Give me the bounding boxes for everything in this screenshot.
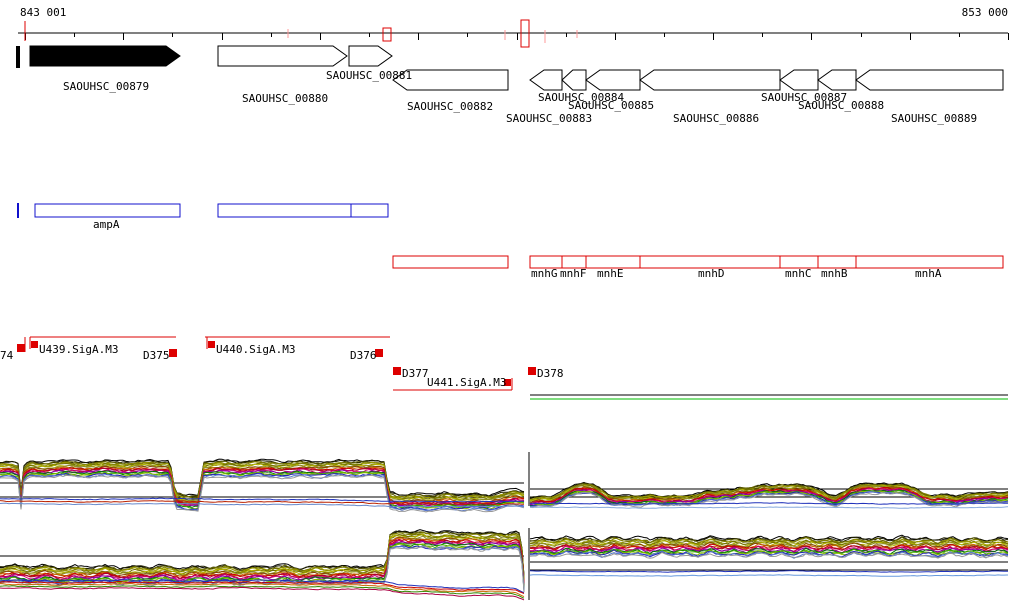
expression-trace (0, 583, 525, 598)
ruler-feature-box[interactable] (520, 19, 530, 48)
expression-trace (0, 533, 525, 580)
expression-trace (529, 538, 1009, 546)
expression-trace (0, 462, 525, 501)
expression-trace (0, 473, 525, 512)
expression-trace (529, 506, 1008, 509)
tu-start-flag-icon[interactable] (208, 341, 215, 348)
gene-arrow[interactable] (585, 69, 641, 91)
tu-start-flag-icon[interactable] (504, 379, 511, 386)
expression-trace (529, 535, 1009, 544)
gene-arrow[interactable] (639, 69, 781, 91)
gene-arrow[interactable] (217, 45, 348, 67)
red-feature-box[interactable] (529, 255, 563, 269)
expression-trace (0, 585, 525, 599)
expression-trace (0, 474, 525, 513)
red-feature-box[interactable] (639, 255, 781, 269)
gene-arrow[interactable] (779, 69, 819, 91)
gene-arrow[interactable] (29, 45, 181, 67)
expression-trace (529, 574, 1008, 577)
expression-trace (0, 502, 524, 508)
expression-trace (0, 587, 525, 601)
gene-arrow[interactable] (855, 69, 1004, 91)
red-feature-box[interactable] (392, 255, 509, 269)
expression-trace (529, 541, 1009, 550)
expression-trace (0, 497, 524, 503)
red-feature-box[interactable] (817, 255, 857, 269)
ruler-feature-box[interactable] (382, 27, 392, 42)
tu-terminator-icon[interactable] (393, 367, 401, 375)
expression-trace (0, 535, 525, 582)
blue-feature-box[interactable] (350, 203, 389, 218)
expression-trace (529, 543, 1009, 551)
tu-terminator-icon[interactable] (528, 367, 536, 375)
red-feature-box[interactable] (779, 255, 819, 269)
expression-trace (0, 579, 525, 594)
expression-trace (529, 549, 1009, 558)
blue-feature-box[interactable] (34, 203, 181, 218)
expression-trace (0, 464, 525, 502)
expression-trace (529, 484, 1009, 502)
tu-terminator-icon[interactable] (169, 349, 177, 357)
gene-arrow[interactable] (348, 45, 393, 67)
gene-arrow[interactable] (817, 69, 857, 91)
gene-arrow[interactable] (529, 69, 563, 91)
expression-trace (0, 459, 525, 498)
red-feature-box[interactable] (855, 255, 1004, 269)
expression-trace (0, 580, 525, 595)
gene-arrow[interactable] (392, 69, 509, 91)
expression-trace (0, 537, 525, 584)
tu-terminator-icon[interactable] (375, 349, 383, 357)
red-feature-box[interactable] (585, 255, 641, 269)
red-feature-box[interactable] (561, 255, 587, 269)
expression-trace (529, 551, 1009, 559)
tu-terminator-icon[interactable] (17, 344, 25, 352)
expression-trace (529, 570, 1008, 573)
expression-trace (529, 486, 1009, 505)
tu-start-flag-icon[interactable] (31, 341, 38, 348)
expression-trace (0, 466, 525, 504)
expression-trace (0, 540, 525, 588)
expression-trace (0, 468, 525, 507)
blue-feature-box[interactable] (217, 203, 352, 218)
expression-trace (529, 502, 1008, 505)
gene-arrow[interactable] (561, 69, 587, 91)
expression-trace (0, 500, 524, 506)
gene-edge-fragment (16, 46, 20, 68)
